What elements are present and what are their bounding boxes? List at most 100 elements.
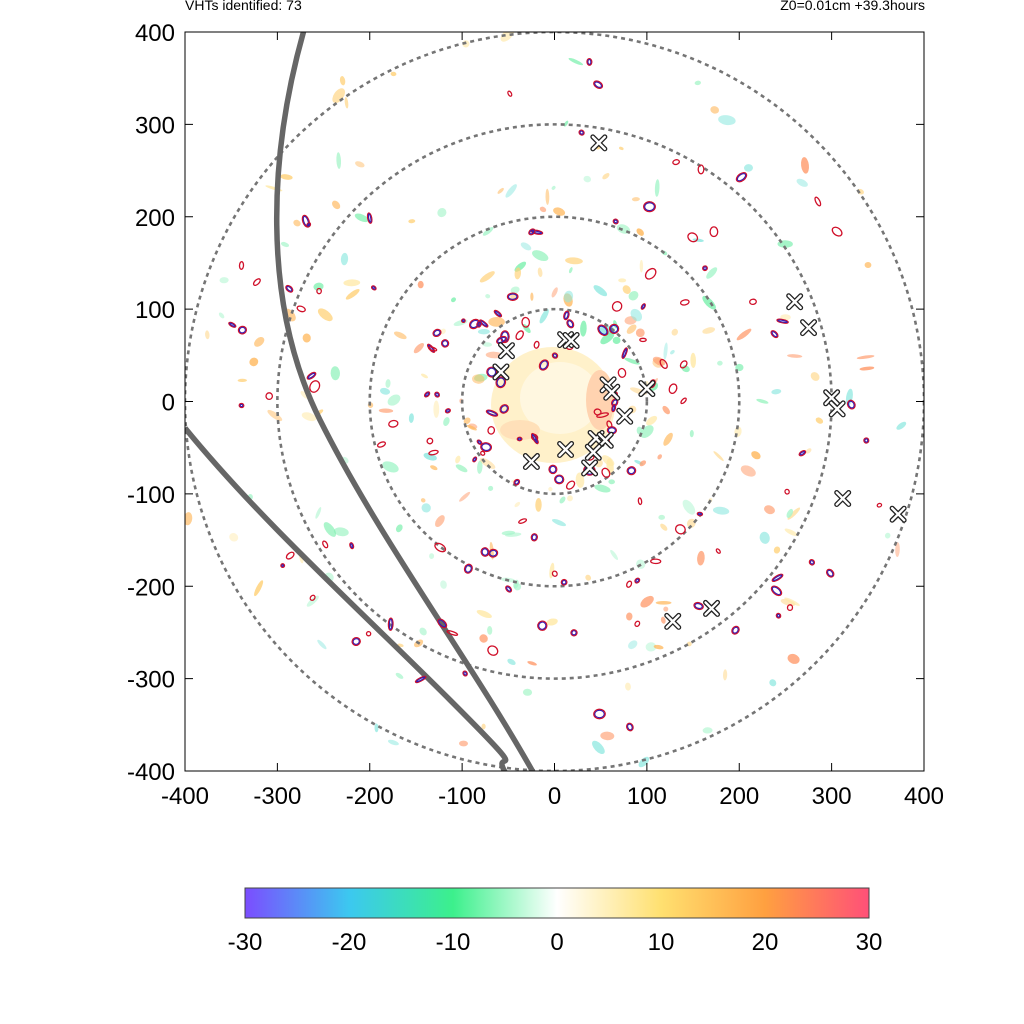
contour-outer [370,285,377,291]
contour-outer [659,358,668,369]
contour-inner [497,336,507,344]
anomaly-patch [497,187,504,194]
contour-outer [476,320,482,328]
contour-inner [487,367,497,377]
vht-marker [828,400,846,418]
anomaly-patch [535,498,542,512]
anomaly-patch [331,200,341,210]
contour-outer [776,318,789,324]
colorbar-tick-label: 30 [856,929,883,956]
contour-inner [809,560,814,565]
colorbar-tick-label: 0 [550,929,563,956]
anomaly-patch [551,185,556,190]
contour-inner [496,377,506,388]
contour-outer [461,318,466,324]
anomaly-patch [751,451,761,460]
colorbar-ticks: -30 -20 -10 0 10 20 30 [228,929,883,956]
anomaly-patch [583,175,592,183]
contour-outer [626,722,634,732]
vht-marker [522,453,540,471]
contour-outer [538,359,550,371]
contour-inner [531,230,543,234]
contour-inner [445,409,450,413]
anomaly-patch [387,739,399,746]
track-line-2 [185,426,509,771]
colorbar [244,887,870,919]
anomaly-patch [477,328,490,335]
contour-inner [772,574,783,582]
contour-inner [539,360,548,370]
contour-outer [593,708,606,720]
anomaly-patch [663,606,669,612]
anomaly-patch [626,324,637,334]
anomaly-patch [382,461,399,473]
anomaly-patch [568,267,573,274]
anomaly-patch [330,366,341,381]
contour-inner [567,320,574,328]
contour-outer [702,265,708,272]
anomaly-patch [551,519,567,527]
contour-outer [680,397,687,405]
contour-outer [563,310,570,321]
contour-outer [876,502,883,508]
anomaly-patch [736,328,752,341]
contour-outer [285,284,294,293]
contour-inner [736,173,747,182]
contour-inner [462,319,465,323]
anomaly-patch [344,97,349,109]
anomaly-patch [514,501,521,508]
anomaly-patch [654,179,660,197]
contour-outer [566,319,575,329]
contour-outer [499,404,510,414]
anomaly-patch [302,333,311,343]
anomaly-patch [805,448,812,454]
anomaly-patch [393,331,407,340]
contour-outer [472,456,478,463]
contour-inner [644,202,655,212]
contour-inner [494,310,502,317]
anomaly-patch [385,379,391,388]
anomaly-patch [600,332,615,345]
anomaly-patch [487,626,493,635]
anomaly-patch [568,57,584,66]
contour-outer [770,585,783,597]
anomaly-patch [477,460,483,474]
anomaly-patch [660,523,668,531]
contour-outer [634,620,641,627]
anomaly-patch [567,495,573,502]
contour-inner [531,534,537,541]
contour-outer [697,164,705,175]
contour-inner [627,467,636,475]
contour-outer [487,645,499,656]
contour-outer [551,570,558,577]
anomaly-patch [323,522,337,537]
anomaly-patch [339,76,346,86]
contour-inner [229,322,236,327]
contour-outer [349,542,355,550]
vht-count-label: VHTs identified: 73 [185,0,302,13]
contour-inner [799,451,806,456]
contour-outer [668,383,678,395]
y-tick-label: 200 [135,205,175,232]
contour-outer [434,391,440,398]
contour-outer [285,551,295,560]
anomaly-patch [618,278,627,283]
anomaly-patch [459,740,468,747]
anomaly-patch [301,412,317,422]
contour-outer [434,542,447,553]
anomaly-patch [640,595,654,608]
contour-inner [776,613,781,618]
contour-outer [309,594,316,601]
contour-outer [515,330,524,341]
contour-outer [798,450,807,457]
contour-outer [463,563,473,574]
field-anomalies [185,32,907,768]
anomaly-patch [510,286,520,294]
contour-outer [495,376,507,389]
colorbar-tick-label: 10 [648,929,675,956]
contour-outer [316,287,322,295]
anomaly-patch [185,512,193,526]
contour-outer [863,437,870,444]
contour-outer [387,617,394,631]
anomaly-patch [379,387,391,395]
